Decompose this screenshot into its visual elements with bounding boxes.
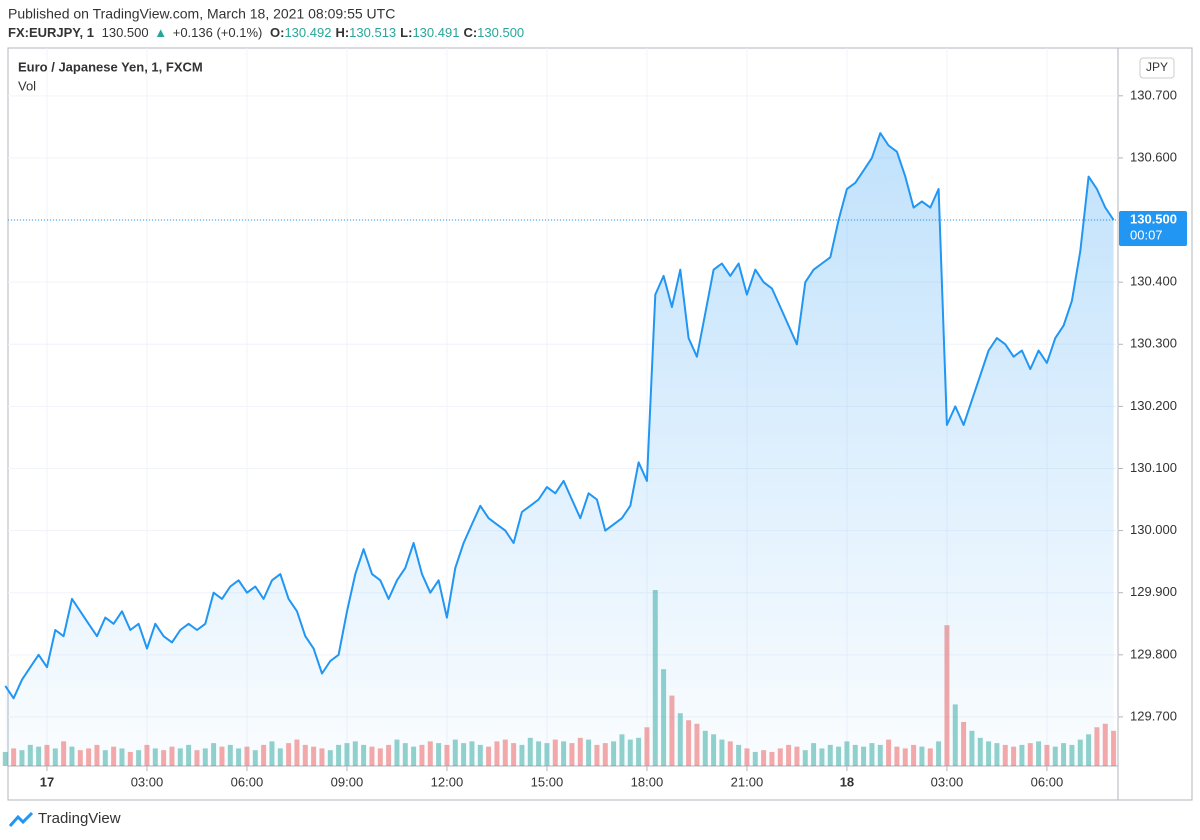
ohlc-label: L: [400, 25, 412, 40]
ohlc-value: 130.491 [412, 25, 459, 40]
x-tick-label: 12:00 [431, 774, 464, 789]
y-tick-label: 130.100 [1130, 460, 1177, 475]
ohlc-value: 130.492 [284, 25, 331, 40]
y-tick-label: 130.700 [1130, 87, 1177, 102]
x-tick-label: 03:00 [931, 774, 964, 789]
y-tick-label: 130.000 [1130, 522, 1177, 537]
last-price: 130.500 [102, 25, 149, 40]
countdown: 00:07 [1130, 227, 1163, 242]
volume-legend: Vol [18, 78, 36, 93]
x-tick-label: 09:00 [331, 774, 364, 789]
ohlc-value: 130.500 [477, 25, 524, 40]
last-price-box [1119, 211, 1187, 247]
brand: TradingView [38, 810, 121, 827]
plot [4, 132, 1118, 767]
ohlc-label: C: [463, 25, 477, 40]
currency-box[interactable] [1139, 57, 1175, 79]
y-tick-label: 130.200 [1130, 398, 1177, 413]
x-tick-label: 17 [40, 774, 54, 789]
ohlc-label: H: [335, 25, 349, 40]
currency: JPY [1146, 60, 1168, 74]
x-tick-label: 15:00 [531, 774, 564, 789]
y-tick-label: 129.800 [1130, 646, 1177, 661]
price-line [4, 132, 1115, 700]
chart-frame [7, 47, 1193, 801]
axes: 129.700 129.800 129.900 130.000 130.100 130.2… [40, 87, 1187, 789]
x-tick-label: 06:00 [231, 774, 264, 789]
change: +0.136 (+0.1%) [173, 25, 263, 40]
y-tick-label: 129.700 [1130, 708, 1177, 723]
y-tick-label: 129.900 [1130, 584, 1177, 599]
x-tick-label: 18 [840, 774, 854, 789]
series-legend: Euro / Japanese Yen, 1, FXCM [18, 59, 203, 74]
x-tick-label: 03:00 [131, 774, 164, 789]
quote-line: FX:EURJPY, 1 130.500 ▲ +0.136 (+0.1%) O:… [8, 25, 524, 40]
symbol: FX:EURJPY, 1 [8, 25, 94, 40]
x-tick-label: 21:00 [731, 774, 764, 789]
x-tick-label: 06:00 [1031, 774, 1064, 789]
y-tick-label: 130.300 [1130, 336, 1177, 351]
last-price-label: 130.500 [1130, 211, 1177, 226]
ohlc-value: 130.513 [349, 25, 396, 40]
footer-logo: TradingView [8, 810, 121, 827]
change-arrow: ▲ [154, 25, 167, 40]
logo-icon [8, 811, 34, 827]
published-note: Published on TradingView.com, March 18, … [8, 6, 395, 22]
ohlc-label: O: [270, 25, 284, 40]
y-tick-label: 130.400 [1130, 274, 1177, 289]
x-tick-label: 18:00 [631, 774, 664, 789]
area-fill [5, 133, 1114, 767]
y-tick-label: 130.600 [1130, 149, 1177, 164]
